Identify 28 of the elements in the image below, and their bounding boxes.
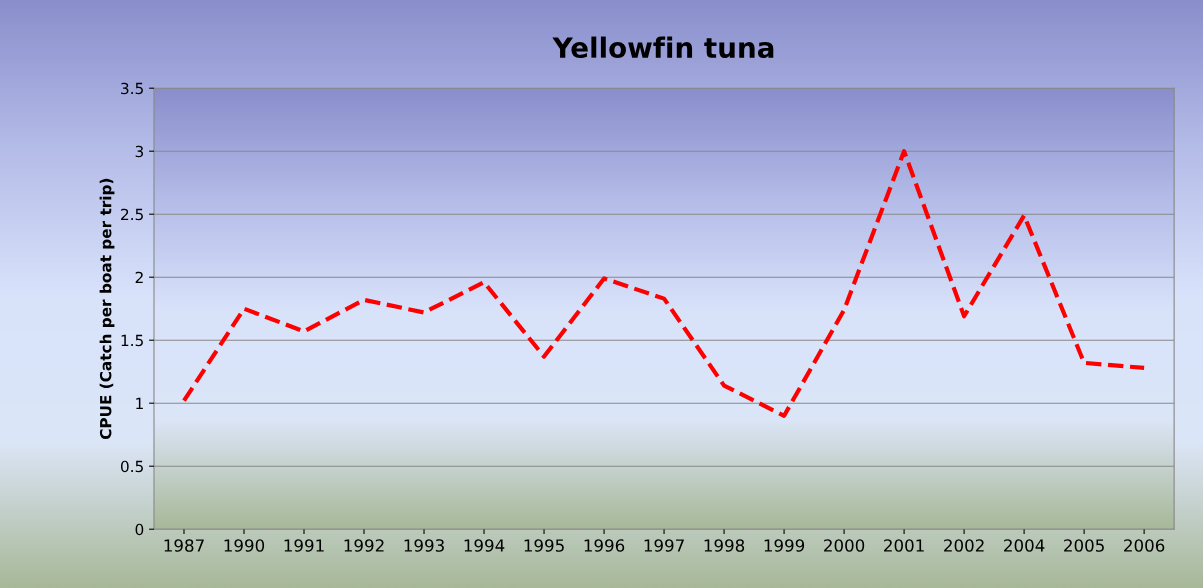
x-tick-label: 2000 <box>824 539 865 552</box>
y-tick-label: 2.5 <box>121 208 143 221</box>
x-tick-label: 1994 <box>464 539 505 552</box>
x-tick-label: 1987 <box>164 539 204 552</box>
x-tick-label: 2006 <box>1124 539 1165 552</box>
line-series <box>181 149 1147 418</box>
x-tick-label: 1993 <box>404 539 444 552</box>
y-axis-title: CPUE (Catch per boat per trip) <box>99 178 115 440</box>
x-tick-label: 2004 <box>1004 539 1045 552</box>
y-tick-label: 3 <box>135 145 144 158</box>
y-tick-label: 1.5 <box>121 334 143 347</box>
x-tick-label: 1992 <box>344 539 384 552</box>
x-tick-label: 1990 <box>224 539 265 552</box>
y-tick-label: 0.5 <box>120 460 143 473</box>
y-tick-label: 3.5 <box>121 82 143 95</box>
x-tick-label: 2001 <box>884 539 924 552</box>
x-tick-label: 2002 <box>944 539 984 552</box>
x-tick-label: 1995 <box>524 539 564 552</box>
x-tick-label: 1998 <box>704 539 745 552</box>
x-tick-label: 2005 <box>1064 539 1104 552</box>
x-tick-label: 1999 <box>764 539 805 552</box>
x-tick-label: 1991 <box>284 539 324 552</box>
y-tick-label: 0 <box>135 523 144 536</box>
x-tick-label: 1997 <box>644 539 684 552</box>
y-tick-label: 2 <box>135 271 143 283</box>
chart-title: Yellowfin tuna <box>552 36 774 59</box>
x-tick-label: 1996 <box>584 539 625 552</box>
y-tick-label: 1 <box>136 397 143 409</box>
